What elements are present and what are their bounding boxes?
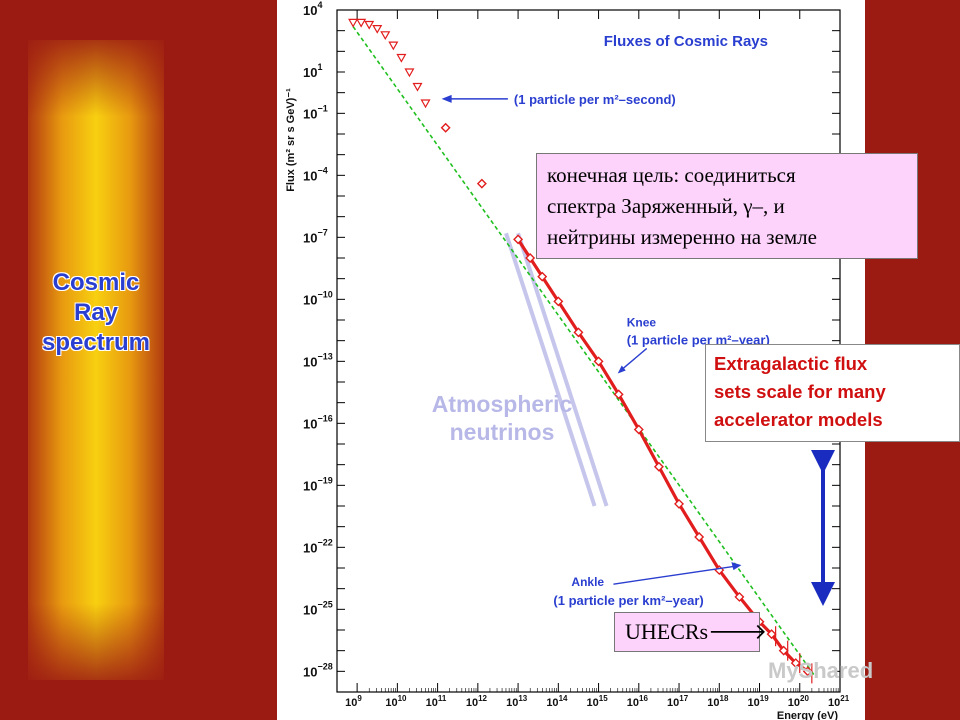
slide-title-line-2: Ray [73, 299, 119, 326]
annotation-knee: Knee [627, 315, 657, 329]
x-tick-label: 1015 [587, 694, 609, 709]
annotation-arrow [613, 565, 736, 585]
annotation-ankle: Ankle [571, 575, 604, 589]
x-tick-label: 1012 [466, 694, 488, 709]
triangle-point [388, 41, 399, 51]
extragalactic-flux-box: Extragalactic flux sets scale for many a… [705, 344, 960, 442]
triangle-point [372, 25, 383, 34]
x-tick-label: 1010 [385, 694, 407, 709]
diamond-point [778, 645, 789, 656]
x-tick-label: 109 [345, 694, 362, 709]
extragalactic-line-3: accelerator models [714, 409, 883, 430]
uhecrs-label: UHECRs [625, 619, 709, 644]
diamond-point [537, 271, 548, 282]
goal-note-line-3: нейтрины измеренно на земле [547, 225, 817, 249]
slide-title-line-1: Cosmic [52, 269, 140, 296]
x-tick-label: 1016 [627, 694, 649, 709]
diamond-point [694, 532, 705, 542]
triangle-point [348, 18, 359, 28]
right-arrow-icon: 🡒 [708, 619, 768, 644]
annotation-arrow [620, 347, 648, 372]
triangle-point [380, 31, 391, 41]
y-tick-label: 10−13 [303, 351, 333, 369]
y-tick-label: 10−10 [303, 289, 333, 307]
slide-title: Cosmic Ray spectrum [18, 268, 174, 358]
neutrino-band-line [516, 232, 609, 507]
goal-note-line-1: конечная цель: соединиться [547, 163, 796, 187]
error-bars [775, 626, 813, 684]
annotation-ankle-rate: (1 particle per km²–year) [553, 593, 703, 608]
annotation-knee-rate: (1 particle per m²–year) [627, 332, 770, 347]
neutrino-band-line [504, 232, 597, 507]
y-axis: 104 101 10−1 10−4 10−7 10−10 10−13 10−16 10−19 10… [303, 0, 840, 693]
diamond-point [790, 658, 801, 669]
diamond-point [802, 666, 813, 677]
x-axis-label: Energy (eV) [777, 710, 838, 720]
diamond-point [613, 389, 624, 400]
diamond-point [674, 498, 685, 509]
annotation-arrowhead [617, 365, 626, 374]
flux-plot: 109 1010 1011 1012 1013 1014 1015 1016 1017 1018 1… [285, 0, 850, 720]
triangle-point [412, 82, 423, 92]
atmospheric-neutrinos-label: Atmospheric neutrinos [402, 390, 602, 446]
diamond-point [593, 356, 604, 367]
extragalactic-line-2: sets scale for many [714, 381, 886, 402]
chart-title: Fluxes of Cosmic Rays [604, 33, 768, 50]
extragalactic-line-1: Extragalactic flux [714, 353, 868, 374]
x-tick-label: 1018 [707, 694, 729, 709]
side-gradient-bar [28, 40, 164, 680]
triangle-point [364, 20, 375, 30]
diamond-point [476, 178, 487, 189]
annotation-arrowhead [731, 562, 742, 571]
x-tick-label: 1021 [828, 694, 850, 709]
atmospheric-label-line-2: neutrinos [449, 419, 555, 445]
x-tick-label: 1020 [788, 694, 810, 709]
y-tick-label: 10−16 [303, 413, 333, 431]
diamond-point [573, 327, 584, 338]
diamond-point [553, 296, 564, 307]
y-tick-label: 104 [303, 0, 322, 18]
x-tick-label: 1013 [506, 694, 528, 709]
diamond-point [653, 461, 664, 472]
y-tick-label: 10−25 [303, 599, 333, 617]
annotation-second: (1 particle per m²–second) [514, 92, 676, 107]
diamond-point [440, 122, 451, 133]
triangle-point [396, 53, 407, 63]
y-tick-label: 10−7 [303, 227, 328, 245]
x-tick-label: 1017 [667, 694, 689, 709]
y-tick-label: 10−28 [303, 661, 333, 679]
triangle-point [404, 68, 415, 78]
y-axis-label: Flux (m² sr s GeV)⁻¹ [285, 88, 297, 192]
triangle-point [420, 99, 431, 109]
y-tick-label: 10−1 [303, 103, 328, 121]
y-tick-label: 101 [303, 62, 322, 80]
diamond-point [525, 253, 536, 263]
x-tick-label: 1019 [748, 694, 770, 709]
watermark: MyShared [768, 658, 874, 683]
uhecrs-box: UHECRs🡒 [614, 612, 767, 652]
y-tick-label: 10−22 [303, 537, 333, 555]
y-tick-label: 10−19 [303, 475, 333, 493]
atmospheric-label-line-1: Atmospheric [431, 391, 573, 417]
series-triangle [348, 18, 431, 109]
diamond-point [734, 591, 745, 602]
triangle-point [356, 18, 367, 28]
diamond-point [513, 234, 524, 245]
y-tick-label: 10−4 [303, 165, 328, 183]
x-tick-label: 1011 [426, 694, 447, 709]
annotations: (1 particle per m²–second) Knee (1 particl… [441, 92, 770, 608]
x-axis: 109 1010 1011 1012 1013 1014 1015 1016 1017 1018 1… [345, 10, 850, 709]
slide-title-line-3: spectrum [41, 329, 151, 356]
annotation-arrowhead [441, 94, 452, 103]
fit-line [352, 26, 817, 678]
diamond-point [766, 629, 777, 640]
goal-note-line-2: спектра Заряженный, γ–, и [547, 194, 785, 218]
x-tick-label: 1014 [546, 694, 568, 709]
goal-note-box: конечная цель: соединиться спектра Заряж… [536, 153, 918, 259]
diamond-point [633, 424, 644, 435]
